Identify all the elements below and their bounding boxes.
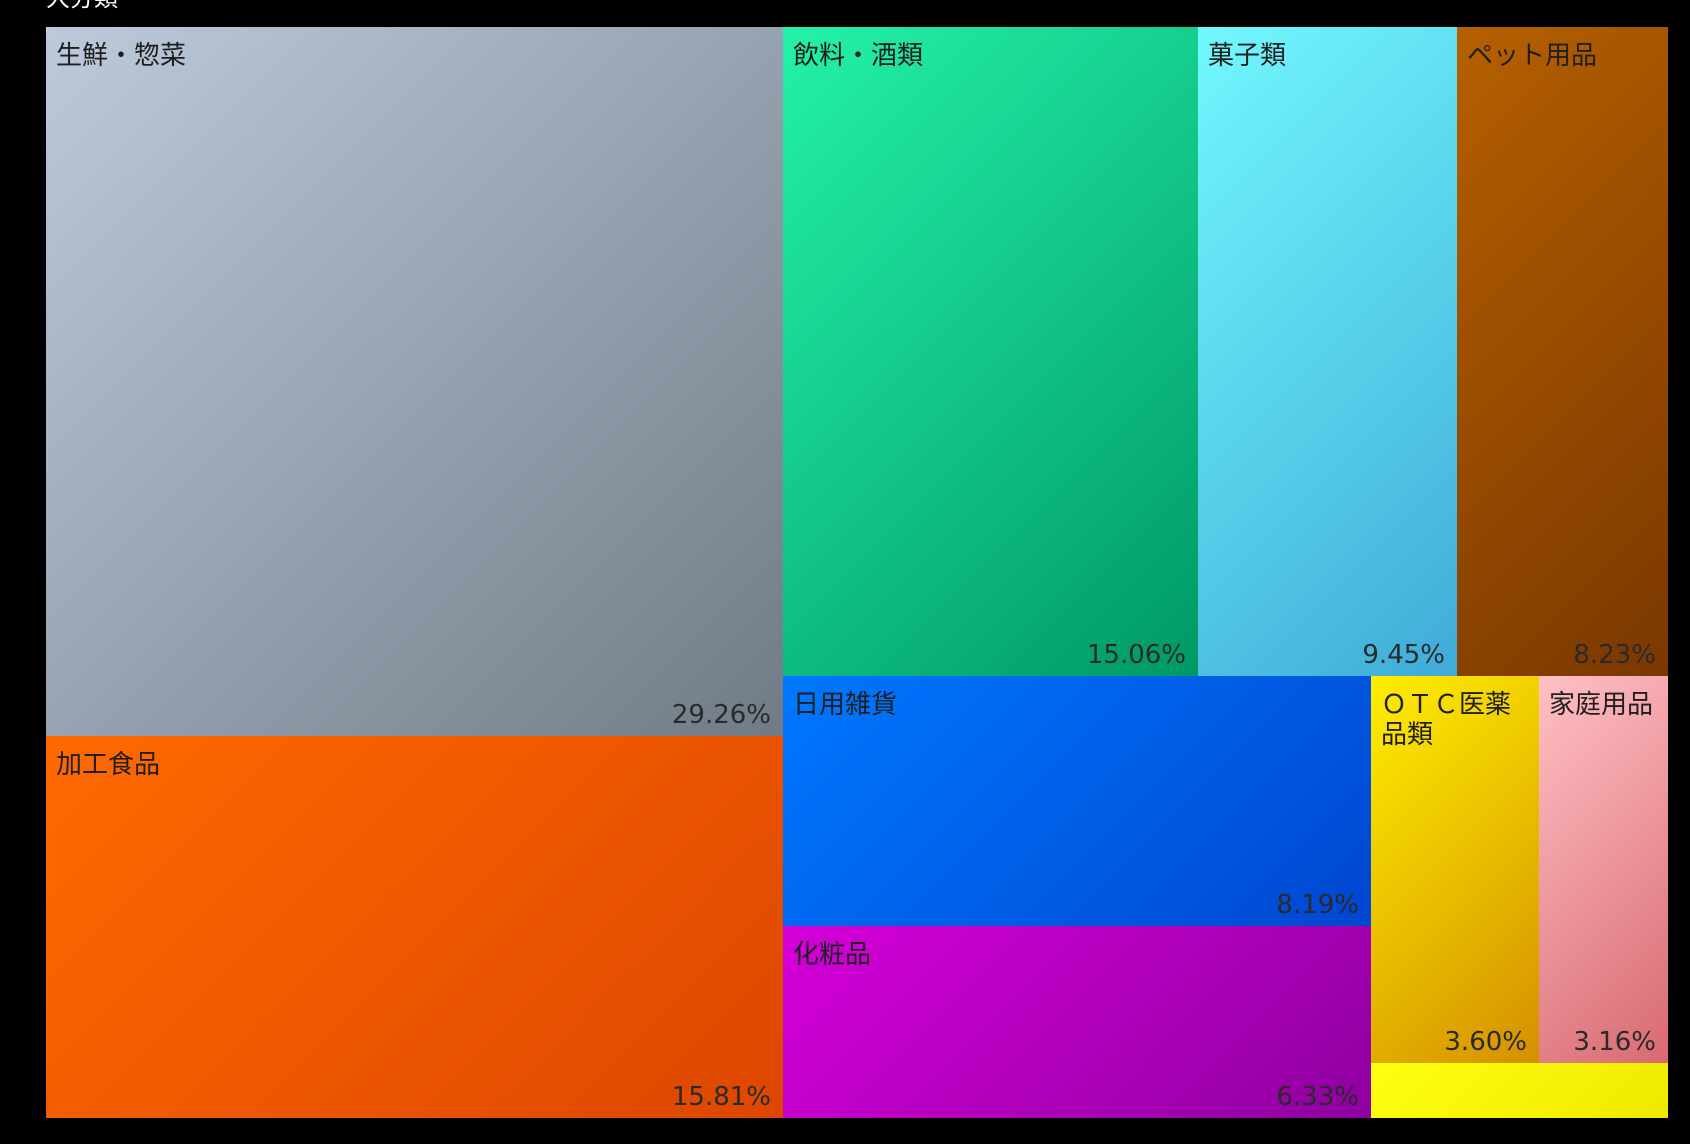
tile-label: 日用雑貨 (793, 690, 898, 720)
tile-label: 菓子類 (1208, 41, 1287, 71)
tile-value-label: 15.81% (671, 1082, 771, 1112)
treemap-tile[interactable]: 飲料・酒類 15.06% (783, 27, 1198, 676)
chart-title: 大分類 (46, 0, 118, 10)
tile-label: 生鮮・惣菜 (56, 41, 187, 71)
tile-value-label: 15.06% (1086, 640, 1186, 670)
tile-value-label: 6.33% (1276, 1082, 1359, 1112)
tile-label: 化粧品 (793, 940, 872, 970)
tile-label: 加工食品 (56, 750, 161, 780)
tile-label: 飲料・酒類 (793, 41, 924, 71)
treemap-tile[interactable]: 生鮮・惣菜 29.26% (46, 27, 783, 736)
tile-value-label: 3.60% (1444, 1027, 1527, 1057)
treemap-tile[interactable]: 加工食品 15.81% (46, 736, 783, 1118)
treemap-tile[interactable]: ＯＴＣ医薬品類 3.60% (1371, 676, 1539, 1063)
treemap-tile[interactable]: 家庭用品 3.16% (1539, 676, 1668, 1063)
treemap-tile[interactable]: 化粧品 6.33% (783, 926, 1371, 1118)
treemap-tile[interactable]: ペット用品 8.23% (1457, 27, 1668, 676)
tile-value-label: 9.45% (1362, 640, 1445, 670)
treemap-tile[interactable]: 菓子類 9.45% (1198, 27, 1457, 676)
tile-value-label: 3.16% (1573, 1027, 1656, 1057)
tile-value-label: 8.19% (1276, 890, 1359, 920)
treemap-tile[interactable] (1371, 1063, 1668, 1118)
tile-label: 家庭用品 (1549, 690, 1654, 720)
tile-label: ＯＴＣ医薬品類 (1381, 690, 1512, 750)
tile-label: ペット用品 (1467, 41, 1598, 71)
treemap-tile[interactable]: 日用雑貨 8.19% (783, 676, 1371, 926)
tile-value-label: 29.26% (671, 700, 771, 730)
tile-value-label: 8.23% (1573, 640, 1656, 670)
